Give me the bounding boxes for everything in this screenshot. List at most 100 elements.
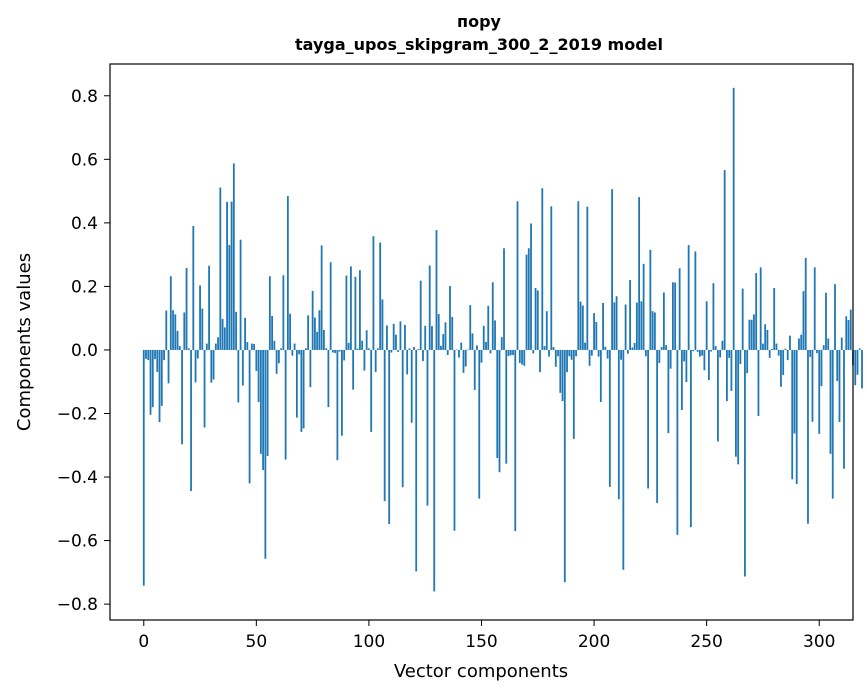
- bar: [570, 349, 573, 360]
- bar: [744, 349, 746, 577]
- bar: [588, 349, 591, 366]
- bar: [241, 349, 244, 386]
- bar: [572, 349, 575, 439]
- bar: [757, 349, 760, 417]
- bar: [372, 236, 375, 350]
- bar: [352, 349, 355, 390]
- bar: [626, 349, 629, 354]
- bar: [332, 349, 334, 353]
- bar: [854, 349, 857, 386]
- bar: [554, 349, 557, 367]
- bar: [383, 349, 386, 502]
- bar: [791, 349, 794, 480]
- bar: [397, 349, 400, 352]
- bar: [617, 349, 620, 500]
- bar: [590, 349, 593, 356]
- bar: [268, 276, 271, 350]
- bar: [732, 87, 735, 350]
- bar: [244, 317, 246, 350]
- bar: [494, 320, 496, 350]
- bar: [703, 349, 706, 371]
- bar: [795, 349, 798, 485]
- bar: [714, 346, 717, 350]
- bar: [858, 348, 861, 350]
- bar: [147, 349, 150, 361]
- bar: [237, 349, 240, 403]
- bar: [415, 349, 418, 572]
- bar: [156, 349, 159, 372]
- bar: [496, 349, 499, 458]
- bar: [708, 349, 710, 381]
- bar: [350, 266, 352, 350]
- bar: [368, 348, 370, 350]
- bar: [829, 349, 832, 454]
- bar: [820, 349, 823, 387]
- bar: [433, 349, 436, 592]
- bar: [293, 343, 296, 350]
- bar: [813, 267, 816, 350]
- bar: [804, 257, 807, 350]
- bar: [205, 343, 208, 350]
- bar: [271, 315, 274, 350]
- bar: [390, 349, 393, 353]
- bar: [487, 305, 490, 350]
- bar: [286, 196, 289, 350]
- bar: [822, 345, 825, 350]
- bar: [604, 346, 607, 350]
- bar: [313, 317, 316, 350]
- bar: [514, 349, 517, 532]
- bar: [662, 292, 665, 350]
- bar: [802, 291, 805, 350]
- bar: [536, 290, 539, 350]
- bar: [599, 349, 602, 403]
- bar: [302, 349, 305, 429]
- x-axis-label: Vector components: [394, 661, 568, 682]
- bar: [235, 311, 237, 350]
- bar: [505, 349, 508, 464]
- bar: [602, 302, 604, 350]
- bar: [449, 286, 451, 350]
- bar: [208, 265, 210, 350]
- bar: [282, 275, 285, 350]
- bar: [460, 342, 463, 350]
- bar: [210, 349, 213, 383]
- bar: [464, 349, 467, 367]
- bar: [482, 325, 485, 350]
- bar: [784, 348, 787, 350]
- bar: [550, 206, 553, 350]
- bar: [856, 349, 859, 375]
- bar: [336, 349, 339, 461]
- bar: [530, 223, 532, 350]
- bar: [694, 251, 697, 350]
- bar: [741, 288, 744, 350]
- bar: [586, 206, 589, 350]
- bar: [527, 248, 530, 350]
- bar: [566, 349, 568, 373]
- bar: [678, 268, 681, 350]
- bar: [543, 346, 546, 350]
- bar: [329, 262, 332, 350]
- bar: [615, 296, 618, 350]
- x-tick-label: 0: [138, 632, 149, 652]
- x-axis: 0 50 100 150 200 250 300: [138, 620, 835, 652]
- bar: [818, 349, 821, 434]
- bar: [232, 163, 235, 350]
- bar: [219, 187, 222, 350]
- bar: [561, 349, 564, 402]
- bar: [226, 201, 228, 350]
- y-axis-label: Components values: [14, 253, 35, 431]
- bar: [469, 305, 472, 350]
- x-tick-label: 300: [803, 632, 835, 652]
- bar: [178, 346, 181, 350]
- bar: [750, 319, 753, 350]
- bar: [676, 349, 679, 535]
- bar: [300, 349, 303, 432]
- bar: [836, 349, 839, 382]
- bar: [509, 349, 512, 356]
- bar: [635, 302, 638, 350]
- bar: [660, 347, 663, 350]
- bar: [746, 349, 749, 374]
- y-tick-label: 0.6: [71, 150, 98, 170]
- bar: [253, 343, 255, 350]
- bar: [471, 333, 474, 350]
